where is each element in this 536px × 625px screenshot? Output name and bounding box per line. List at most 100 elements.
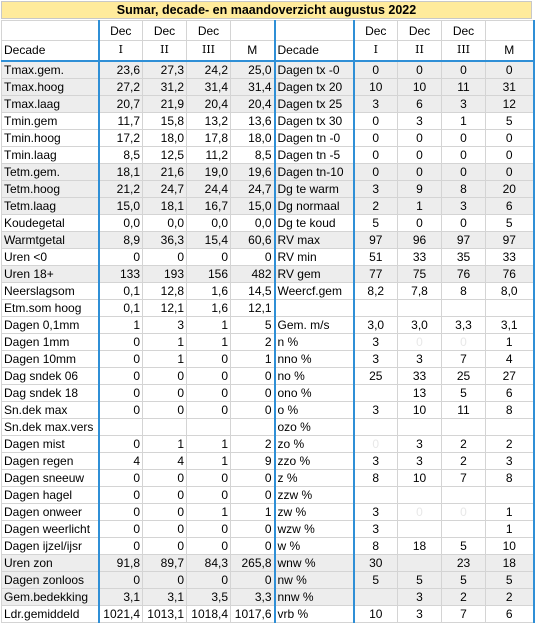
value-cell[interactable]: 3	[397, 587, 442, 606]
value-cell[interactable]: 3,0	[352, 315, 398, 334]
row-label[interactable]: nno %	[273, 349, 354, 368]
row-label[interactable]: Tetm.laag	[1, 196, 100, 215]
row-label[interactable]: w %	[273, 536, 354, 555]
row-label[interactable]: Dagen 0,1mm	[1, 315, 100, 334]
value-cell[interactable]: 0	[97, 366, 143, 385]
value-cell[interactable]: 11	[441, 400, 486, 419]
header-cell[interactable]	[273, 20, 354, 41]
value-cell[interactable]: 5	[485, 570, 535, 589]
value-cell[interactable]: 36,3	[142, 230, 187, 249]
value-cell[interactable]: 3,1	[485, 315, 535, 334]
value-cell[interactable]: 0,1	[97, 298, 143, 317]
value-cell[interactable]: 3	[397, 111, 442, 130]
value-cell[interactable]	[397, 417, 442, 436]
value-cell[interactable]: 2	[352, 196, 398, 215]
value-cell[interactable]: 3	[352, 502, 398, 521]
value-cell[interactable]: 482	[230, 264, 276, 283]
value-cell[interactable]: 1	[186, 434, 231, 453]
value-cell[interactable]: 2	[441, 451, 486, 470]
value-cell[interactable]: 0	[97, 434, 143, 453]
value-cell[interactable]: 2	[485, 434, 535, 453]
row-label[interactable]: n %	[273, 332, 354, 351]
value-cell[interactable]: 1	[397, 196, 442, 215]
value-cell[interactable]: 21,2	[97, 179, 143, 198]
value-cell[interactable]: 14,5	[230, 281, 276, 300]
value-cell[interactable]: 0	[397, 502, 442, 521]
value-cell[interactable]: 0,0	[186, 213, 231, 232]
value-cell[interactable]: 7,8	[397, 281, 442, 300]
value-cell[interactable]: 0	[397, 162, 442, 181]
header-cell[interactable]: Dec	[97, 20, 143, 41]
value-cell[interactable]: 0	[97, 332, 143, 351]
value-cell[interactable]: 3	[485, 451, 535, 470]
value-cell[interactable]: 76	[485, 264, 535, 283]
value-cell[interactable]: 0	[230, 400, 276, 419]
value-cell[interactable]: 1	[230, 502, 276, 521]
value-cell[interactable]: 31,4	[230, 77, 276, 96]
value-cell[interactable]: 0	[97, 502, 143, 521]
row-label[interactable]: o %	[273, 400, 354, 419]
value-cell[interactable]: 5	[441, 536, 486, 555]
row-label[interactable]: Tmax.hoog	[1, 77, 100, 96]
header-cell[interactable]: Dec	[397, 20, 442, 41]
value-cell[interactable]	[352, 417, 398, 436]
row-label[interactable]: Tmax.gem.	[1, 60, 100, 79]
value-cell[interactable]: 3	[352, 94, 398, 113]
value-cell[interactable]: 3,0	[397, 315, 442, 334]
value-cell[interactable]: 20,4	[230, 94, 276, 113]
value-cell[interactable]: 77	[352, 264, 398, 283]
row-label[interactable]: Tmax.laag	[1, 94, 100, 113]
row-label[interactable]: Uren zon	[1, 553, 100, 572]
row-label[interactable]: Tetm.hoog	[1, 179, 100, 198]
value-cell[interactable]: 8,5	[97, 145, 143, 164]
value-cell[interactable]: 3	[397, 434, 442, 453]
value-cell[interactable]: 31,4	[186, 77, 231, 96]
value-cell[interactable]: 133	[97, 264, 143, 283]
header-cell[interactable]	[485, 20, 535, 41]
header-cell[interactable]: III	[186, 40, 231, 62]
value-cell[interactable]: 8,9	[97, 230, 143, 249]
header-cell[interactable]: Dec	[186, 20, 231, 41]
value-cell[interactable]: 0	[230, 485, 276, 504]
value-cell[interactable]: 27,3	[142, 60, 187, 79]
value-cell[interactable]: 8,0	[485, 281, 535, 300]
value-cell[interactable]: 19,0	[186, 162, 231, 181]
value-cell[interactable]: 2	[441, 434, 486, 453]
value-cell[interactable]: 6	[485, 604, 535, 623]
value-cell[interactable]: 1018,4	[186, 604, 231, 623]
value-cell[interactable]: 1	[485, 332, 535, 351]
value-cell[interactable]: 9	[230, 451, 276, 470]
value-cell[interactable]: 0	[142, 485, 187, 504]
value-cell[interactable]: 12,1	[230, 298, 276, 317]
value-cell[interactable]: 0	[142, 247, 187, 266]
value-cell[interactable]: 0	[142, 366, 187, 385]
value-cell[interactable]: 6	[485, 383, 535, 402]
row-label[interactable]: zo %	[273, 434, 354, 453]
value-cell[interactable]: 15,0	[230, 196, 276, 215]
header-cell[interactable]: Decade	[1, 40, 100, 62]
value-cell[interactable]	[441, 298, 486, 317]
value-cell[interactable]: 0	[485, 162, 535, 181]
value-cell[interactable]: 33	[397, 366, 442, 385]
value-cell[interactable]: 13,6	[230, 111, 276, 130]
value-cell[interactable]: 0,0	[97, 213, 143, 232]
value-cell[interactable]: 0	[230, 247, 276, 266]
value-cell[interactable]: 1	[186, 451, 231, 470]
row-label[interactable]: Etm.som hoog	[1, 298, 100, 317]
row-label[interactable]: Sn.dek max	[1, 400, 100, 419]
value-cell[interactable]: 3	[441, 196, 486, 215]
value-cell[interactable]: 13	[397, 383, 442, 402]
value-cell[interactable]: 0	[441, 213, 486, 232]
value-cell[interactable]: 7	[441, 468, 486, 487]
value-cell[interactable]: 3	[142, 315, 187, 334]
value-cell[interactable]: 1	[142, 349, 187, 368]
value-cell[interactable]: 8	[485, 400, 535, 419]
header-cell[interactable]: I	[352, 40, 398, 62]
row-label[interactable]: Sn.dek max.vers	[1, 417, 100, 436]
value-cell[interactable]: 0,0	[142, 213, 187, 232]
row-label[interactable]: Uren <0	[1, 247, 100, 266]
row-label[interactable]: Dagen regen	[1, 451, 100, 470]
row-label[interactable]: Dg te warm	[273, 179, 354, 198]
value-cell[interactable]: 3	[352, 451, 398, 470]
header-cell[interactable]: M	[485, 40, 535, 62]
